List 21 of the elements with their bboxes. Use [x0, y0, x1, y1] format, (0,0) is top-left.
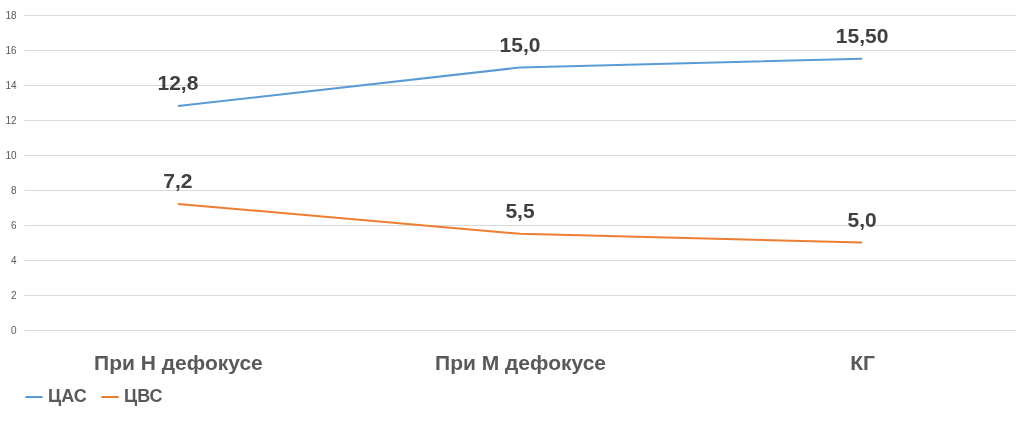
y-tick-label: 0: [10, 324, 17, 336]
y-tick-label: 8: [10, 184, 17, 196]
y-tick-label: 12: [5, 114, 17, 126]
data-label: 5,5: [505, 198, 535, 222]
data-label: 7,2: [163, 169, 193, 192]
y-tick-label: 10: [5, 149, 17, 161]
data-label: 15,50: [835, 23, 889, 47]
data-label: 12,8: [157, 71, 199, 94]
data-label: 15,0: [499, 32, 541, 56]
legend-label: ЦВС: [124, 386, 163, 406]
y-tick-label: 14: [5, 79, 17, 91]
x-tick-label: При М дефокусе: [435, 350, 606, 374]
y-tick-label: 18: [5, 9, 17, 21]
y-tick-label: 2: [10, 289, 17, 301]
y-tick-label: 4: [10, 254, 17, 266]
legend-label: ЦАС: [48, 386, 87, 406]
y-tick-label: 16: [5, 44, 17, 56]
data-label: 5,0: [847, 207, 877, 231]
x-tick-label: КГ: [850, 350, 876, 374]
y-tick-label: 6: [10, 219, 17, 231]
x-tick-label: При Н дефокусе: [94, 350, 263, 374]
